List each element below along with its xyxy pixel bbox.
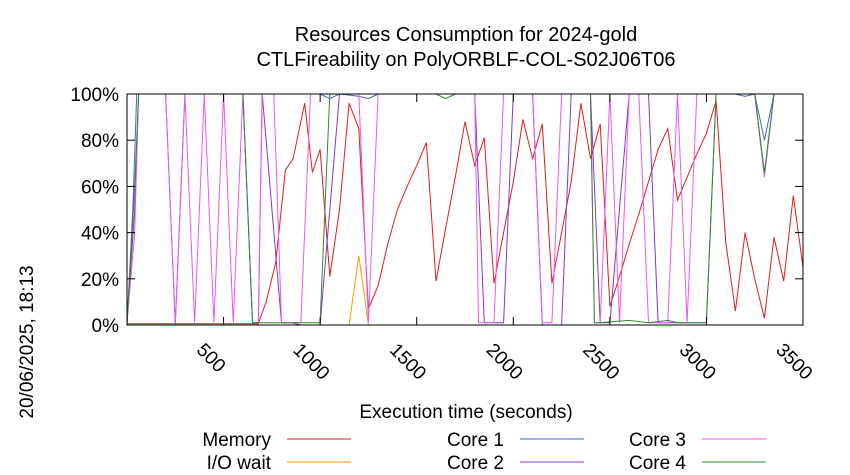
x-tick-label: 3500 — [771, 340, 816, 385]
legend-label-core-3: Core 3 — [629, 430, 686, 451]
legend-label-core-2: Core 2 — [447, 453, 504, 474]
legend-label-memory: Memory — [202, 430, 271, 451]
x-tick-label: 1500 — [385, 340, 430, 385]
x-tick-label: 3000 — [675, 340, 720, 385]
timestamp-label: 20/06/2025, 18:13 — [17, 265, 38, 418]
plot-frame — [126, 93, 804, 326]
y-tick-label: 80% — [81, 131, 119, 152]
chart-subtitle: CTLFireability on PolyORBLF-COL-S02J06T0… — [256, 49, 675, 71]
x-tick-label: 500 — [192, 340, 229, 377]
legend-label-core-1: Core 1 — [447, 430, 504, 451]
y-axis-ticks: 0% 20% 40% 60% 80% 100% — [70, 85, 803, 337]
y-tick-label: 0% — [92, 316, 120, 337]
series-layer — [126, 93, 804, 326]
chart-title: Resources Consumption for 2024-gold — [295, 24, 637, 46]
x-tick-label: 2000 — [482, 340, 527, 385]
x-axis-label: Execution time (seconds) — [359, 402, 572, 423]
series-line-core-4 — [126, 93, 803, 324]
y-tick-label: 100% — [70, 85, 119, 106]
y-tick-label: 40% — [81, 224, 119, 245]
series-line-i-o-wait — [127, 255, 803, 326]
x-tick-label: 1000 — [289, 340, 334, 385]
legend-label-i-o-wait: I/O wait — [207, 453, 272, 474]
y-tick-label: 20% — [81, 270, 119, 291]
series-line-memory — [127, 100, 804, 325]
x-tick-label: 2500 — [578, 340, 623, 385]
legend-label-core-4: Core 4 — [629, 453, 686, 474]
y-tick-label: 60% — [81, 177, 119, 198]
series-line-core-3 — [126, 93, 803, 324]
x-axis-ticks: 500 1000 1500 2000 2500 3000 3500 — [192, 94, 816, 384]
